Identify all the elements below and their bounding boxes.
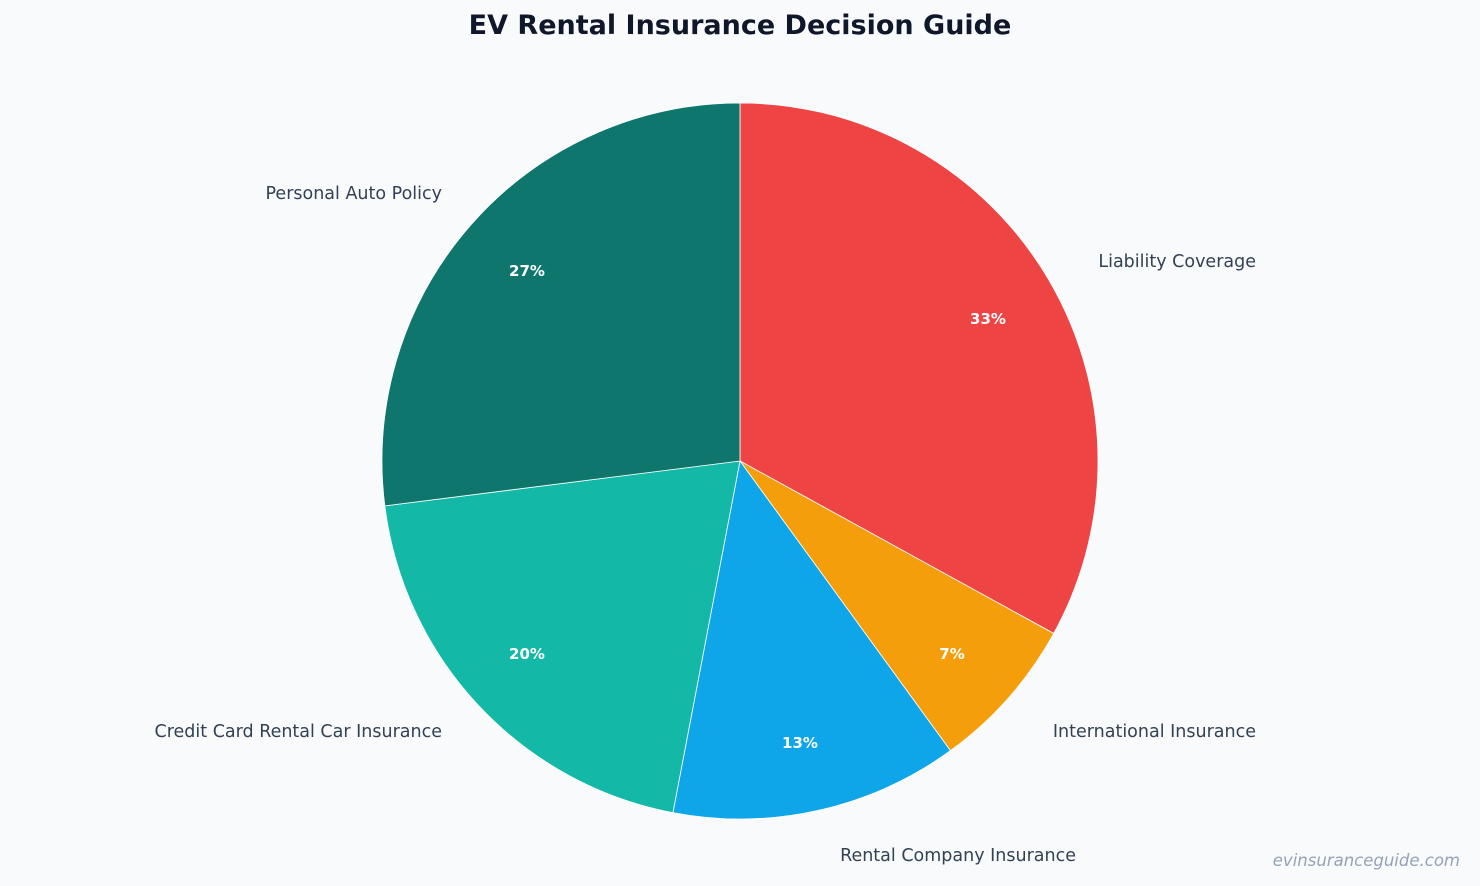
pct-label-liability-coverage: 33%: [970, 310, 1006, 328]
label-international-insurance: International Insurance: [1053, 722, 1256, 742]
percentage-labels: 33% 7% 13% 20% 27%: [509, 262, 1006, 752]
slice-labels: Liability Coverage International Insuranc…: [155, 184, 1257, 866]
label-personal-auto-policy: Personal Auto Policy: [266, 184, 443, 204]
pct-label-credit-card-rental-car-insurance: 20%: [509, 645, 545, 663]
label-credit-card-rental-car-insurance: Credit Card Rental Car Insurance: [155, 722, 443, 742]
label-liability-coverage: Liability Coverage: [1098, 252, 1256, 272]
pie-slices: [381, 102, 1099, 820]
slice-rental-company-insurance: [672, 460, 951, 820]
slice-credit-card-rental-car-insurance: [384, 460, 741, 814]
slice-international-insurance: [739, 460, 1055, 752]
watermark: evinsuranceguide.com: [1272, 851, 1460, 870]
slice-personal-auto-policy: [381, 102, 741, 507]
pct-label-personal-auto-policy: 27%: [509, 262, 545, 280]
chart-title: EV Rental Insurance Decision Guide: [468, 10, 1012, 41]
pct-label-international-insurance: 7%: [939, 645, 964, 663]
slice-liability-coverage: [739, 102, 1099, 635]
label-rental-company-insurance: Rental Company Insurance: [840, 846, 1076, 866]
pct-label-rental-company-insurance: 13%: [782, 734, 818, 752]
